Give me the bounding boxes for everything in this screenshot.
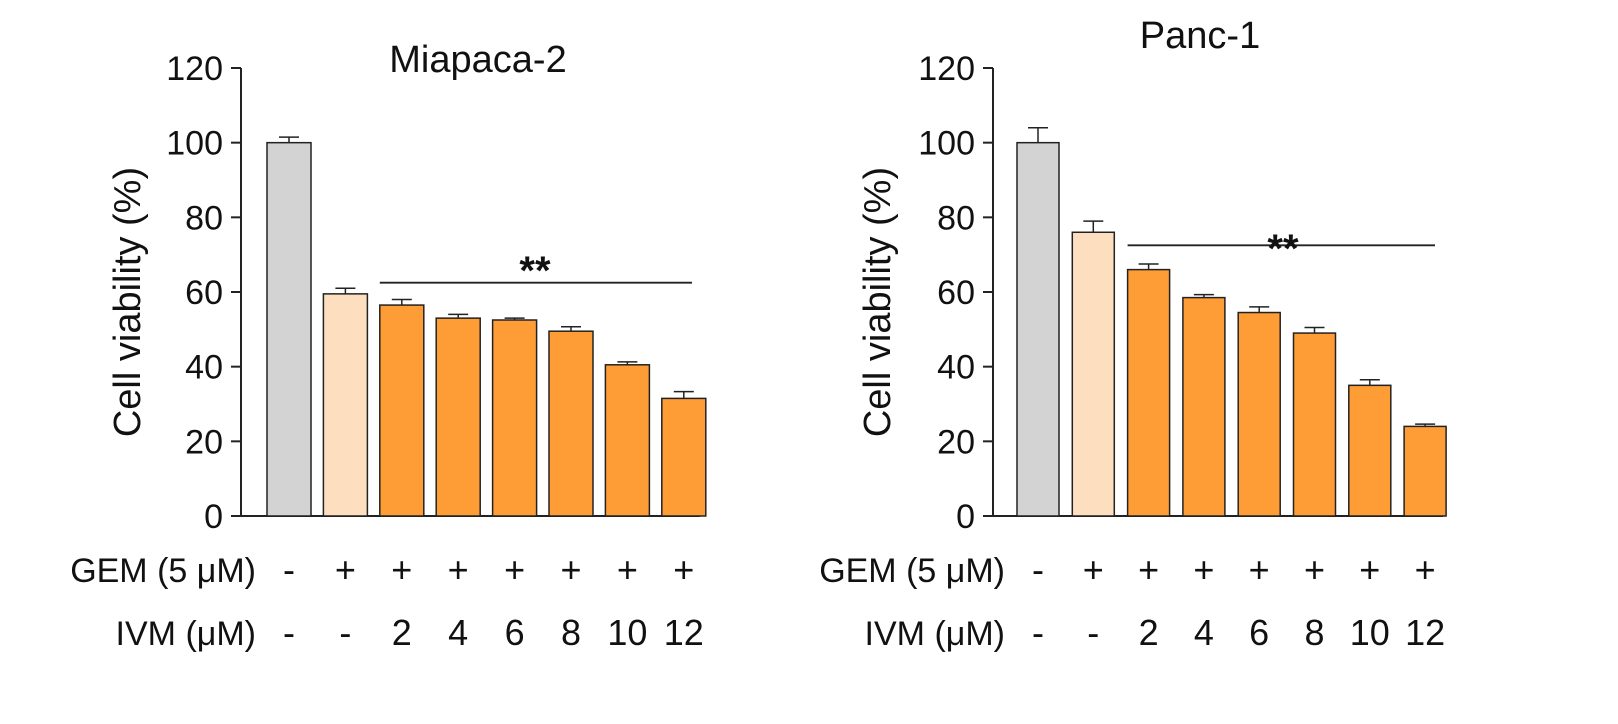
chart-1-y-tick-label: 100 bbox=[166, 125, 223, 163]
chart-2-bar bbox=[1237, 311, 1281, 517]
chart-1-gem-sign: + bbox=[335, 549, 356, 590]
chart-2-significance-label: ** bbox=[1267, 227, 1299, 271]
chart-1-gem-sign: + bbox=[617, 549, 638, 590]
chart-2-ivm-dose: 6 bbox=[1249, 612, 1269, 653]
chart-2-y-axis-label: Cell viability (%) bbox=[857, 167, 899, 437]
chart-1-bar bbox=[548, 330, 594, 517]
chart-1-gem-sign: - bbox=[283, 549, 295, 590]
chart-1-bar bbox=[661, 397, 707, 517]
chart-1-y-tick-label: 40 bbox=[185, 349, 223, 387]
chart-1-gem-row-label: GEM (5 μM) bbox=[70, 552, 256, 590]
chart-1-ivm-dose: 4 bbox=[448, 612, 468, 653]
chart-2-y-tick-label: 60 bbox=[937, 274, 975, 312]
chart-1-gem-sign: + bbox=[391, 549, 412, 590]
chart-1-ivm-dose: 8 bbox=[561, 612, 581, 653]
chart-1-bar bbox=[604, 364, 651, 517]
chart-1-y-tick-label: 20 bbox=[185, 423, 223, 461]
chart-1-ivm-dose: 6 bbox=[505, 612, 525, 653]
chart-1-ivm-dose: - bbox=[339, 612, 351, 653]
chart-2-y-tick-label: 120 bbox=[918, 50, 975, 88]
chart-1-title: Miapaca-2 bbox=[389, 39, 566, 81]
chart-2-gem-sign: + bbox=[1193, 549, 1214, 590]
chart-1-y-tick-label: 60 bbox=[185, 274, 223, 312]
chart-1-ivm-row-label: IVM (μM) bbox=[116, 615, 256, 653]
chart-2-title: Panc-1 bbox=[1140, 15, 1260, 57]
chart-2-y-tick-label: 100 bbox=[918, 125, 975, 163]
chart-1-gem-sign: + bbox=[448, 549, 469, 590]
chart-2-gem-sign: + bbox=[1415, 549, 1436, 590]
chart-2-gem-sign: - bbox=[1032, 549, 1044, 590]
chart-1-bar bbox=[491, 319, 538, 517]
chart-2-ivm-dose: - bbox=[1087, 612, 1099, 653]
chart-2-bar bbox=[1182, 296, 1226, 517]
chart-2-ivm-dose: 8 bbox=[1304, 612, 1324, 653]
chart-2-y-tick-label: 80 bbox=[937, 199, 975, 237]
chart-2-gem-sign: + bbox=[1304, 549, 1325, 590]
chart-2-gem-sign: + bbox=[1083, 549, 1104, 590]
chart-2-ivm-dose: 12 bbox=[1405, 612, 1445, 653]
chart-2-y-tick-label: 40 bbox=[937, 349, 975, 387]
chart-1-gem-sign: + bbox=[560, 549, 581, 590]
chart-1-gem-sign: + bbox=[504, 549, 525, 590]
chart-2-gem-sign: + bbox=[1138, 549, 1159, 590]
chart-2-ivm-dose: - bbox=[1032, 612, 1044, 653]
chart-1-bar bbox=[266, 141, 312, 517]
chart-2-bar bbox=[1016, 141, 1060, 517]
chart-2-bar bbox=[1292, 332, 1337, 517]
chart-2-bar bbox=[1348, 384, 1392, 517]
chart-1-y-tick-label: 80 bbox=[185, 199, 223, 237]
chart-2-bar bbox=[1071, 231, 1116, 517]
chart-1-gem-sign: + bbox=[673, 549, 694, 590]
chart-2-gem-sign: + bbox=[1249, 549, 1270, 590]
chart-1-bar bbox=[322, 293, 369, 517]
chart-1-y-tick-label: 120 bbox=[166, 50, 223, 88]
chart-2-ivm-dose: 2 bbox=[1139, 612, 1159, 653]
chart-2-gem-row-label: GEM (5 μM) bbox=[819, 552, 1005, 590]
chart-1-y-axis-label: Cell viability (%) bbox=[107, 167, 149, 437]
chart-1-ivm-dose: - bbox=[283, 612, 295, 653]
chart-2-ivm-row-label: IVM (μM) bbox=[865, 615, 1005, 653]
chart-2: Panc-1 Cell viability (%) 0 20 40 60 80 100 120 *… bbox=[819, 15, 1447, 653]
chart-1-bar bbox=[435, 317, 481, 517]
chart-1-ivm-dose: 12 bbox=[664, 612, 704, 653]
chart-2-ivm-dose: 4 bbox=[1194, 612, 1214, 653]
chart-1: Miapaca-2 Cell viability (%) 0 20 40 60 80 100 1… bbox=[70, 39, 707, 653]
chart-2-y-tick-label: 20 bbox=[937, 423, 975, 461]
chart-2-ivm-dose: 10 bbox=[1350, 612, 1390, 653]
chart-1-ivm-dose: 2 bbox=[392, 612, 412, 653]
chart-2-y-tick-label: 0 bbox=[956, 498, 975, 536]
chart-2-bar bbox=[1403, 425, 1447, 517]
chart-2-bar bbox=[1126, 268, 1171, 517]
chart-1-significance-label: ** bbox=[519, 249, 551, 293]
chart-2-gem-sign: + bbox=[1359, 549, 1380, 590]
chart-1-y-tick-label: 0 bbox=[204, 498, 223, 536]
chart-1-bar bbox=[379, 304, 425, 517]
chart-1-ivm-dose: 10 bbox=[607, 612, 647, 653]
